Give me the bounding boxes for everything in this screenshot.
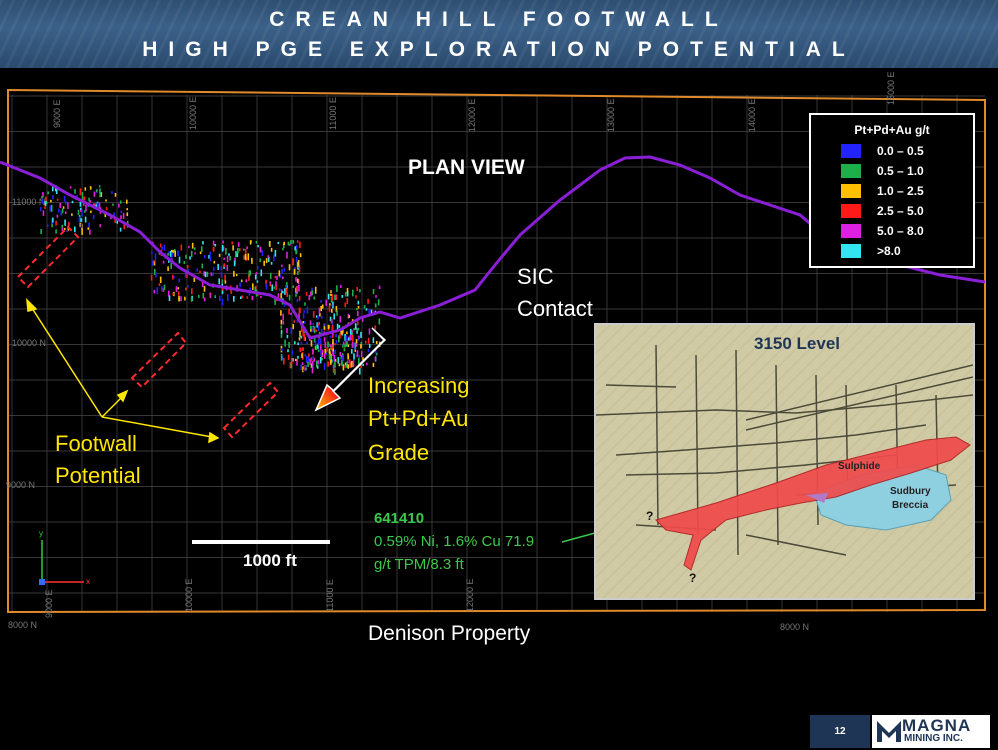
- footwall-arrow-3: [101, 416, 213, 438]
- logo-text: MAGNA: [902, 716, 972, 735]
- grid-label-e-10000-top: 10000 E: [188, 96, 198, 130]
- grid-label-n-9000: 9000 N: [6, 480, 35, 490]
- grid-label-n-11000: 11000 N: [12, 197, 45, 207]
- grid-label-e-14000-top: 14000 E: [747, 98, 757, 132]
- grid-label-e-11000-top: 11000 E: [328, 97, 338, 130]
- grid-label-e-9000-bottom: 9000 E: [44, 589, 54, 618]
- axes-icon: y x: [39, 529, 90, 586]
- grade-label-line2: Pt+Pd+Au: [368, 406, 469, 431]
- drill-id: 641410: [374, 510, 425, 527]
- logo-mark-icon: [877, 721, 901, 742]
- grade-label-line1: Increasing: [368, 373, 470, 398]
- level-plan-drawing: [596, 325, 973, 598]
- footwall-label-line2: Potential: [55, 463, 141, 488]
- question-mark-2: ?: [689, 571, 697, 585]
- company-logo: MAGNA MINING INC.: [872, 715, 990, 748]
- breccia-label-line1: Sudbury: [890, 486, 931, 497]
- sulphide-label: Sulphide: [838, 461, 881, 472]
- grid-label-n-8000: 8000 N: [8, 620, 37, 630]
- sic-label-line1: SIC: [517, 264, 554, 289]
- legend-title: Pt+Pd+Au g/t: [854, 123, 930, 137]
- footwall-arrow-1: [29, 304, 103, 418]
- inset-title: 3150 Level: [754, 334, 841, 353]
- grid-label-e-13000-top: 13000 E: [606, 98, 616, 132]
- property-boundary: [7, 88, 986, 614]
- grid-label-e-12000-top: 12000 E: [467, 98, 477, 132]
- footwall-target-3: [222, 381, 280, 439]
- grade-legend: Pt+Pd+Au g/t 0.0 – 0.5 0.5 – 1.0 1.0 – 2…: [809, 113, 975, 268]
- property-label: Denison Property: [368, 622, 531, 645]
- scale-label: 1000 ft: [243, 551, 297, 570]
- grid-label-n-8000-right: 8000 N: [780, 622, 809, 632]
- title-line-1: CREAN HILL FOOTWALL: [269, 8, 729, 31]
- grid-label-e-11000-bottom: 11000 E: [325, 579, 335, 612]
- drill-result-line1: 0.59% Ni, 1.6% Cu 71.9: [374, 533, 535, 550]
- level-plan-inset: 3150 Level Sulphide Sudbury Breccia ? ?: [594, 323, 975, 600]
- grid-label-e-10000-bottom: 10000 E: [184, 578, 194, 612]
- sic-label-line2: Contact: [517, 296, 593, 321]
- grid-label-e-12000-bottom: 12000 E: [465, 578, 475, 612]
- svg-text:y: y: [39, 529, 43, 538]
- grid-label-e-9000-top: 9000 E: [52, 99, 62, 128]
- question-mark-1: ?: [646, 509, 654, 523]
- page-number: 12: [810, 715, 870, 748]
- drill-result-line2: g/t TPM/8.3 ft: [374, 556, 464, 573]
- plan-view-label: PLAN VIEW: [408, 156, 525, 179]
- footwall-target-1: [16, 225, 80, 289]
- assay-points: [40, 185, 381, 375]
- sulphide-zone: [655, 436, 971, 571]
- grade-arrow: [314, 327, 387, 412]
- footwall-label-line1: Footwall: [55, 431, 137, 456]
- grade-label-line3: Grade: [368, 440, 430, 465]
- svg-text:x: x: [86, 577, 90, 586]
- title-banner: CREAN HILL FOOTWALL HIGH PGE EXPLORATION…: [0, 0, 998, 68]
- grid-label-e-15000-top: 15000 E: [886, 71, 896, 105]
- title-line-2: HIGH PGE EXPLORATION POTENTIAL: [142, 38, 856, 61]
- logo-subtext: MINING INC.: [904, 733, 963, 744]
- footwall-target-2: [130, 331, 188, 389]
- sic-contact-line: [0, 155, 986, 340]
- grid-label-n-10000: 10000 N: [12, 338, 46, 348]
- breccia-label-line2: Breccia: [892, 500, 929, 511]
